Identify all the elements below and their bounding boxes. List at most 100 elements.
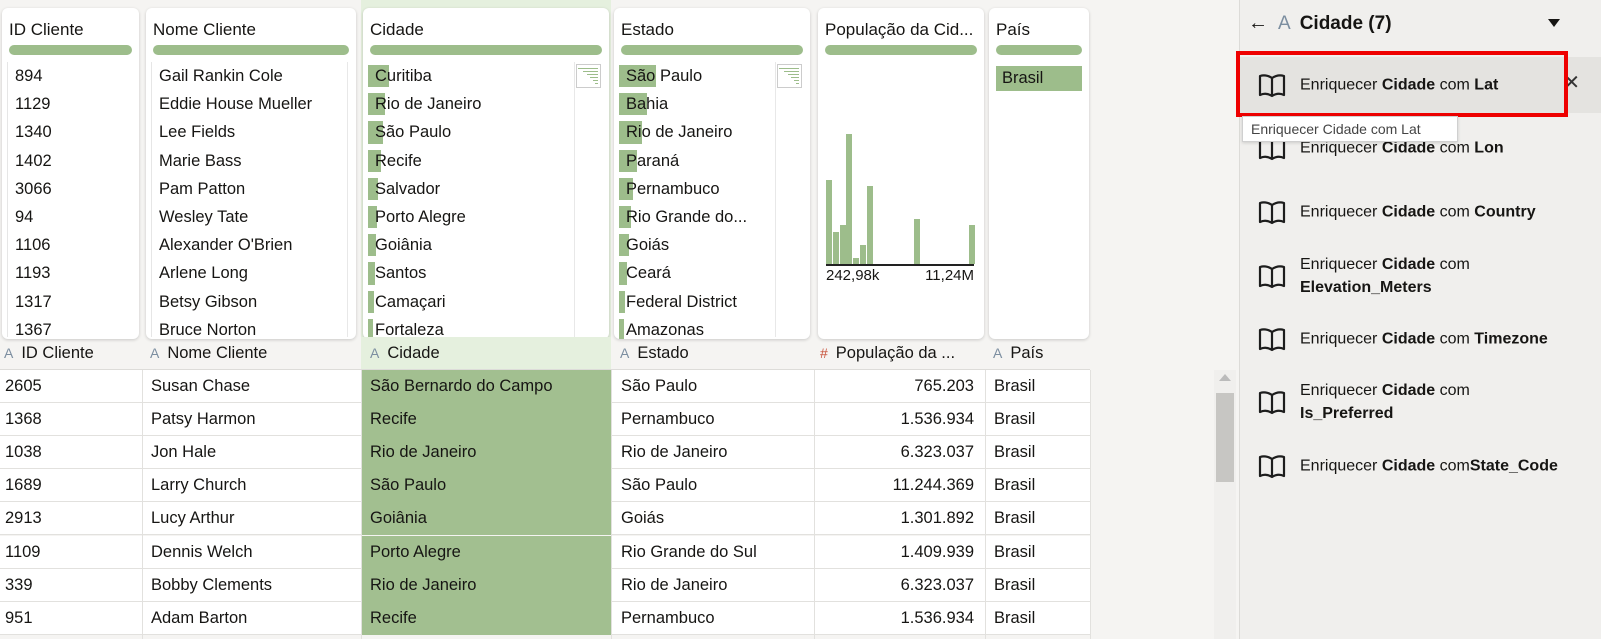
profile-value-item[interactable]: Pernambuco (619, 175, 774, 203)
profile-value-item[interactable]: 1106 (8, 231, 129, 259)
card-scrollbar[interactable] (347, 62, 348, 337)
profile-value-item[interactable]: 94 (8, 203, 129, 231)
recommendation-item-is-preferred[interactable]: Enriquecer Cidade com Is_Preferred (1240, 374, 1601, 430)
table-cell[interactable]: 951 (5, 608, 33, 627)
table-cell[interactable]: Rio de Janeiro (361, 568, 611, 602)
profile-value-item[interactable]: Paraná (619, 147, 774, 175)
histogram-bar[interactable] (968, 225, 975, 264)
column-header-nome-cliente[interactable]: A Nome Cliente (146, 337, 360, 370)
profile-value-item[interactable]: Betsy Gibson (152, 288, 346, 316)
table-cell[interactable]: Brasil (994, 608, 1036, 627)
profile-value-item[interactable]: 3066 (8, 175, 129, 203)
profile-value-item[interactable]: 894 (8, 62, 129, 90)
table-cell[interactable]: Pernambuco (621, 410, 715, 429)
table-cell[interactable]: 1.301.892 (900, 509, 974, 528)
table-cell[interactable]: Rio Grande do Sul (621, 542, 757, 561)
recommendation-item-lon[interactable]: Enriquecer Cidade com Lon (1240, 120, 1601, 176)
profile-value-item[interactable]: Gail Rankin Cole (152, 62, 346, 90)
table-cell[interactable]: 765.203 (914, 377, 974, 395)
profile-value-item[interactable]: Camaçari (368, 288, 573, 316)
column-header-populacao[interactable]: # População da ... (816, 337, 984, 370)
table-cell[interactable]: Dennis Welch (151, 542, 253, 561)
table-cell[interactable]: Recife (361, 601, 611, 635)
table-cell[interactable]: 1038 (5, 443, 42, 462)
table-cell[interactable]: Rio de Janeiro (361, 436, 611, 470)
profile-value-item[interactable]: Santos (368, 259, 573, 287)
table-cell[interactable]: São Paulo (361, 469, 611, 503)
arrow-left-icon[interactable]: ← (1248, 12, 1268, 34)
table-cell[interactable]: São Paulo (621, 476, 698, 495)
table-cell[interactable]: Bobby Clements (151, 575, 273, 594)
column-header-id-cliente[interactable]: A ID Cliente (0, 337, 142, 370)
card-scrollbar[interactable] (574, 62, 575, 337)
profile-value-item[interactable]: Recife (368, 147, 573, 175)
profile-value-item[interactable]: Salvador (368, 175, 573, 203)
profile-value-item[interactable]: Lee Fields (152, 118, 346, 146)
table-cell[interactable]: Larry Church (151, 476, 247, 495)
table-cell[interactable]: Recife (361, 403, 611, 437)
table-cell[interactable]: Lucy Arthur (151, 509, 235, 528)
profile-value-item[interactable]: Ceará (619, 259, 774, 287)
profile-value-item[interactable]: Porto Alegre (368, 203, 573, 231)
table-cell[interactable]: Pernambuco (621, 608, 715, 627)
recommendation-item-country[interactable]: Enriquecer Cidade com Country (1240, 184, 1601, 240)
profile-value-item[interactable]: Bruce Norton (152, 316, 346, 339)
profile-value-item[interactable]: São Paulo (368, 118, 573, 146)
recommendation-item-lat[interactable]: Enriquecer Cidade com Lat ✕ (1240, 57, 1601, 113)
profile-card-populacao[interactable]: População da Cid... 242,98k 11,24M (816, 0, 986, 345)
profile-value-item[interactable]: Marie Bass (152, 147, 346, 175)
table-cell[interactable]: Brasil (994, 443, 1036, 462)
profile-value-item[interactable]: Bahia (619, 90, 774, 118)
table-cell[interactable]: 1368 (5, 410, 42, 429)
profile-card-value-list[interactable]: Curitiba Rio de Janeiro São Paulo Recife Sal… (368, 62, 573, 339)
profile-card-pais[interactable]: País Brasil (987, 0, 1091, 345)
table-vertical-scrollbar[interactable] (1214, 370, 1236, 639)
histogram-bar[interactable] (866, 186, 873, 264)
recommendation-item-state-code[interactable]: Enriquecer Cidade comState_Code (1240, 438, 1601, 494)
table-row[interactable]: 951 Adam Barton Recife Pernambuco 1.536.934 B… (0, 601, 1090, 635)
population-histogram[interactable] (826, 64, 975, 264)
chevron-down-icon[interactable] (1548, 19, 1560, 27)
profile-value-item[interactable]: São Paulo (619, 62, 774, 90)
card-scrollbar[interactable] (775, 62, 776, 337)
table-cell[interactable]: Brasil (994, 377, 1036, 395)
profile-value-item[interactable]: Goiânia (368, 231, 573, 259)
profile-card-nome-cliente[interactable]: Nome Cliente Gail Rankin Cole Eddie House… (144, 0, 358, 345)
table-cell[interactable]: 1109 (5, 542, 41, 561)
table-row[interactable]: 2605 Susan Chase São Bernardo do Campo São … (0, 370, 1090, 404)
table-cell[interactable]: 11.244.369 (892, 476, 974, 495)
table-row[interactable]: 1038 Jon Hale Rio de Janeiro Rio de Janeiro… (0, 436, 1090, 470)
profile-value-item[interactable]: Federal District (619, 288, 774, 316)
table-cell[interactable]: 6.323.037 (900, 443, 974, 462)
histogram-bar[interactable] (853, 257, 860, 264)
profile-value-chip[interactable]: Brasil (996, 66, 1082, 91)
table-cell[interactable]: Goiás (621, 509, 665, 528)
profile-value-item[interactable]: Amazonas (619, 316, 774, 339)
histogram-bar[interactable] (826, 179, 832, 264)
table-cell[interactable]: Goiânia (361, 502, 611, 536)
profile-value-item[interactable]: 1367 (8, 316, 129, 339)
table-cell[interactable]: Brasil (994, 410, 1036, 429)
profile-value-item[interactable]: Pam Patton (152, 175, 346, 203)
column-header-pais[interactable]: A País (989, 337, 1089, 370)
table-row[interactable]: 339 Bobby Clements Rio de Janeiro Rio de Ja… (0, 568, 1090, 602)
profile-value-item[interactable]: Wesley Tate (152, 203, 346, 231)
table-cell[interactable]: Susan Chase (151, 377, 251, 395)
table-row[interactable]: 2913 Lucy Arthur Goiânia Goiás 1.301.892 Bras… (0, 502, 1090, 536)
profile-card-value-list[interactable]: Gail Rankin Cole Eddie House Mueller Lee F… (151, 62, 346, 339)
table-cell[interactable]: 1.536.934 (900, 410, 974, 429)
profile-value-item[interactable]: Alexander O'Brien (152, 231, 346, 259)
profile-card-value-list[interactable]: São Paulo Bahia Rio de Janeiro Paraná Pernam… (619, 62, 774, 339)
profile-card-cidade[interactable]: Cidade Curitiba Rio de Janeiro São Paulo Re… (361, 0, 611, 345)
table-cell[interactable]: 339 (5, 575, 33, 594)
scrollbar-thumb[interactable] (1216, 393, 1234, 482)
profile-card-id-cliente[interactable]: ID Cliente 894 1129 1340 1402 3066 94 1106 1193… (0, 0, 141, 345)
table-cell[interactable]: Jon Hale (151, 443, 217, 462)
table-cell[interactable]: Brasil (994, 476, 1036, 495)
histogram-bar[interactable] (832, 231, 839, 264)
table-row[interactable]: 1109 Dennis Welch Porto Alegre Rio Grande d… (0, 535, 1090, 569)
table-cell[interactable]: Porto Alegre (361, 535, 611, 569)
profile-value-item[interactable]: Goiás (619, 231, 774, 259)
table-cell[interactable]: Brasil (994, 575, 1036, 594)
table-cell[interactable]: Rio de Janeiro (621, 443, 728, 462)
